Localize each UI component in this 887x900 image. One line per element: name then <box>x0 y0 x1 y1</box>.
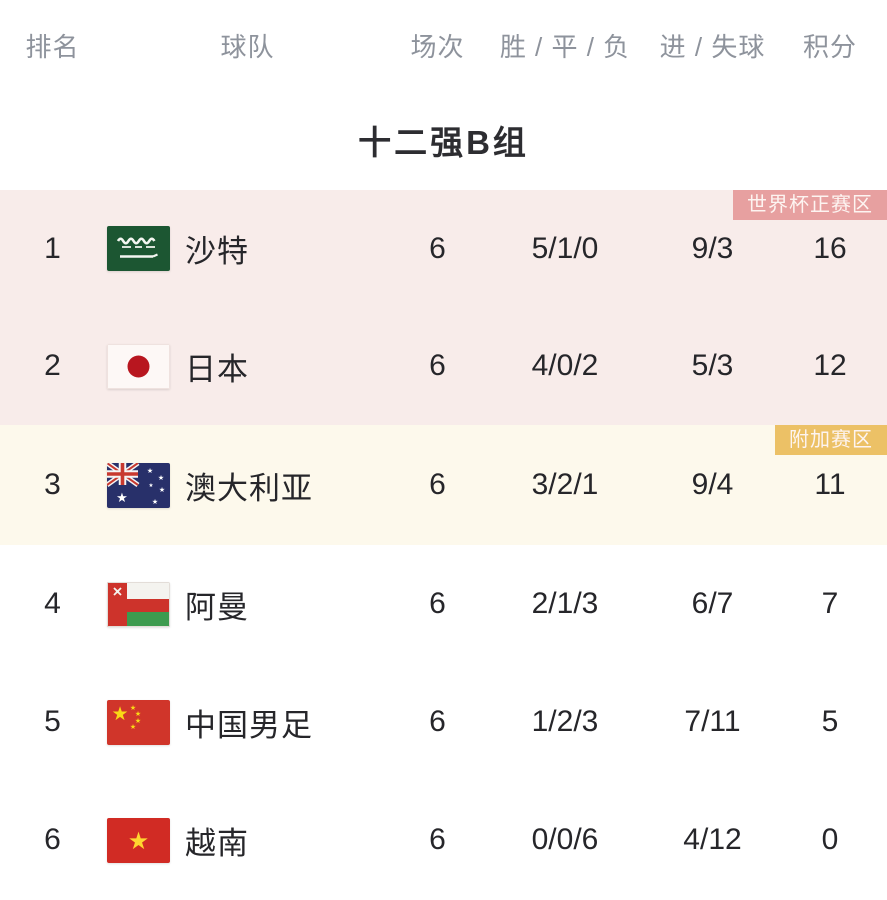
svg-text:★: ★ <box>159 486 165 494</box>
svg-text:★: ★ <box>111 703 128 725</box>
rank-cell: 2 <box>44 349 61 383</box>
team-cell: 阿曼 <box>105 581 390 627</box>
played-cell: 6 <box>429 587 446 620</box>
points-cell: 11 <box>814 468 846 501</box>
svg-text:★: ★ <box>149 483 154 489</box>
team-name: 中国男足 <box>185 707 313 743</box>
svg-text:★: ★ <box>152 498 158 506</box>
column-header-points: 积分 <box>802 31 857 62</box>
points-cell: 16 <box>813 231 847 265</box>
team-cell: 沙特 <box>105 226 390 272</box>
goals-cell: 9/3 <box>691 231 734 265</box>
wdl-cell: 3/2/1 <box>531 468 599 501</box>
worldcup-zone: 世界杯正赛区 1 沙特 6 5/1/0 9/3 16 <box>0 190 887 425</box>
column-header-team: 球队 <box>220 31 275 62</box>
goals-cell: 9/4 <box>691 468 734 501</box>
svg-text:★: ★ <box>128 827 150 855</box>
svg-text:★: ★ <box>116 491 128 506</box>
svg-text:★: ★ <box>135 710 141 718</box>
team-cell: 日本 <box>105 343 390 389</box>
team-name: 越南 <box>185 825 249 861</box>
team-name: 沙特 <box>185 234 249 270</box>
points-cell: 0 <box>821 823 839 856</box>
table-row: 5 ★ ★ ★ ★ ★ 中国男足 6 1/2/3 7/11 5 <box>0 663 887 781</box>
played-cell: 6 <box>429 468 446 501</box>
team-name: 澳大利亚 <box>185 470 313 506</box>
points-cell: 12 <box>813 349 847 383</box>
table-row: 6 ★ 越南 6 0/0/6 4/12 0 <box>0 781 887 899</box>
playoff-zone-badge: 附加赛区 <box>775 425 887 455</box>
svg-text:★: ★ <box>130 723 136 731</box>
column-header-goals: 进 / 失球 <box>659 31 766 62</box>
column-header-wdl: 胜 / 平 / 负 <box>499 31 631 62</box>
vietnam-flag: ★ <box>107 817 170 863</box>
china-flag: ★ ★ ★ ★ ★ <box>107 699 170 745</box>
team-cell: ★ 越南 <box>105 817 390 863</box>
table-row: 4 阿曼 6 2/1/3 6/7 7 <box>0 545 887 663</box>
saudi-arabia-flag <box>107 226 170 272</box>
table-row: 1 沙特 6 5/1/0 9/3 16 <box>0 190 887 308</box>
svg-text:★: ★ <box>135 717 141 725</box>
group-title: 十二强B组 <box>358 124 529 161</box>
title-bar: 十二强B组 <box>0 90 887 190</box>
wdl-cell: 0/0/6 <box>531 823 599 856</box>
table-header: 排名 球队 场次 胜 / 平 / 负 进 / 失球 积分 <box>0 0 887 90</box>
rank-cell: 5 <box>44 705 61 738</box>
wdl-cell: 4/0/2 <box>531 349 599 383</box>
played-cell: 6 <box>429 349 446 383</box>
team-name: 日本 <box>185 351 249 387</box>
rank-cell: 1 <box>44 231 61 265</box>
column-header-rank: 排名 <box>25 31 80 62</box>
team-cell: ★ ★ ★ ★ ★ ★ 澳大利亚 <box>105 462 390 508</box>
team-cell: ★ ★ ★ ★ ★ 中国男足 <box>105 699 390 745</box>
goals-cell: 5/3 <box>691 349 734 383</box>
wdl-cell: 2/1/3 <box>531 587 599 620</box>
team-name: 阿曼 <box>185 589 249 625</box>
svg-text:★: ★ <box>147 467 153 475</box>
wdl-cell: 5/1/0 <box>531 231 599 265</box>
playoff-zone: 附加赛区 3 ★ ★ ★ <box>0 425 887 545</box>
goals-cell: 7/11 <box>684 705 741 738</box>
column-header-played: 场次 <box>410 31 465 62</box>
goals-cell: 4/12 <box>683 823 742 856</box>
points-cell: 5 <box>821 705 839 738</box>
table-row: 3 ★ ★ ★ ★ ★ <box>0 425 887 545</box>
elimination-zone: 4 阿曼 6 2/1/3 6/7 7 <box>0 545 887 899</box>
played-cell: 6 <box>429 705 446 738</box>
rank-cell: 3 <box>44 468 61 501</box>
svg-text:★: ★ <box>158 474 164 482</box>
svg-text:★: ★ <box>130 704 136 712</box>
rank-cell: 4 <box>44 587 61 620</box>
rank-cell: 6 <box>44 823 61 856</box>
goals-cell: 6/7 <box>691 587 734 620</box>
played-cell: 6 <box>429 823 446 856</box>
australia-flag: ★ ★ ★ ★ ★ ★ <box>107 462 170 508</box>
played-cell: 6 <box>429 231 446 265</box>
wdl-cell: 1/2/3 <box>531 705 599 738</box>
table-row: 2 日本 6 4/0/2 5/3 12 <box>0 308 887 426</box>
points-cell: 7 <box>821 587 839 620</box>
worldcup-zone-badge: 世界杯正赛区 <box>733 190 887 220</box>
oman-flag <box>107 581 170 627</box>
japan-flag <box>107 343 170 389</box>
